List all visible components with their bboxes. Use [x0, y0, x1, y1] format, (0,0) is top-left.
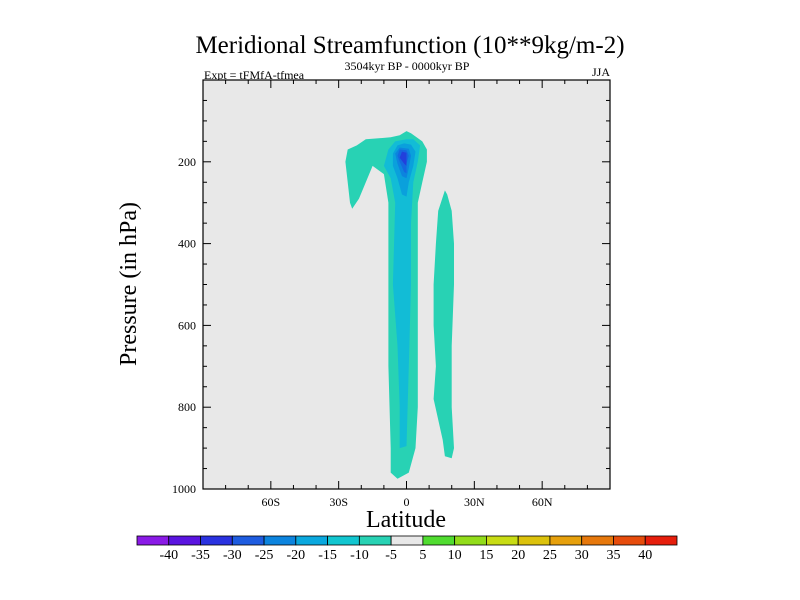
colorbar-label: 40: [638, 548, 652, 563]
colorbar-swatch: [422, 535, 456, 546]
colorbar-label: -25: [255, 548, 274, 563]
y-tick-label: 1000: [172, 482, 196, 496]
colorbar-swatch: [136, 535, 170, 546]
colorbar-swatch: [168, 535, 201, 546]
colorbar-label: 20: [511, 548, 525, 563]
colorbar-swatch: [613, 535, 646, 546]
colorbar-label: -20: [286, 548, 305, 563]
chart-title: Meridional Streamfunction (10**9kg/m-2): [195, 32, 624, 59]
x-tick-label: 60S: [261, 495, 280, 509]
y-tick-label: 200: [178, 155, 196, 169]
y-tick-label: 800: [178, 400, 196, 414]
colorbar-label: -15: [318, 548, 337, 563]
y-tick-label: 600: [178, 318, 196, 332]
y-tick-label: 400: [178, 237, 196, 251]
contour-region-core-10: [383, 139, 421, 449]
colorbar-label: -5: [385, 548, 397, 563]
colorbar-label: -10: [350, 548, 369, 563]
season-label: JJA: [592, 65, 610, 79]
y-axis-label: Pressure (in hPa): [116, 202, 142, 366]
experiment-label: Expt = tFMfA-tfmea: [204, 68, 305, 82]
colorbar-label: -40: [159, 548, 178, 563]
colorbar-label: 5: [419, 548, 426, 563]
contour-region-core-30: [399, 151, 407, 166]
x-axis-label: Latitude: [366, 507, 446, 533]
colorbar-label: -35: [191, 548, 210, 563]
period-label: 3504kyr BP - 0000kyr BP: [345, 59, 470, 73]
colorbar-swatch: [231, 535, 265, 546]
colorbar-swatch: [263, 535, 297, 546]
x-tick-label: 0: [404, 495, 410, 509]
colorbar-swatch: [454, 535, 487, 546]
colorbar-swatch: [486, 535, 519, 546]
colorbar-label: 15: [479, 548, 493, 563]
colorbar-swatch: [358, 535, 392, 546]
colorbar-swatch: [581, 535, 614, 546]
x-tick-label: 60N: [532, 495, 553, 509]
colorbar-label: 25: [543, 548, 557, 563]
x-tick-label: 30S: [329, 495, 348, 509]
colorbar-swatch: [517, 535, 551, 546]
colorbar-label: 10: [448, 548, 462, 563]
contour-region-southern-negative-band: [433, 190, 454, 459]
x-tick-label: 30N: [464, 495, 485, 509]
colorbar-label: 30: [575, 548, 589, 563]
colorbar-swatch: [644, 535, 678, 546]
colorbar-swatch: [200, 535, 233, 546]
colorbar-swatch: [390, 535, 424, 546]
colorbar-swatch: [549, 535, 583, 546]
colorbar-swatch: [327, 535, 360, 546]
colorbar-label: 35: [607, 548, 621, 563]
colorbar-swatch: [295, 535, 328, 546]
colorbar-label: -30: [223, 548, 242, 563]
